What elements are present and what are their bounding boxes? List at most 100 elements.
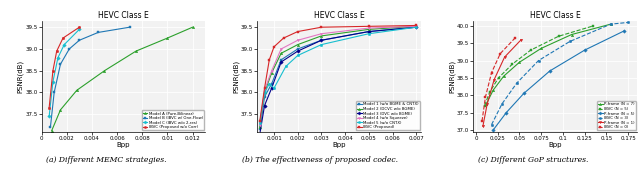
IBVC (Proposed w/o Corr): [76, 26, 83, 28]
Model 1 (w/o BGME & CNTX): [412, 26, 420, 28]
IBVC (N = 3): [624, 21, 632, 24]
IBVC (N = 3): [498, 103, 506, 105]
Model 5 (w/o CNTX): [294, 54, 301, 57]
X-axis label: Bpp: Bpp: [548, 142, 562, 148]
Model 3 (DVC w/o BGME): [277, 61, 285, 63]
Model 1 (w/o BGME & CNTX): [268, 83, 275, 85]
Line: IBVC (Proposed w/o Corr): IBVC (Proposed w/o Corr): [48, 26, 81, 109]
IBVC (N = 3): [607, 23, 614, 25]
Line: P-frame (N = 7): P-frame (N = 7): [485, 23, 612, 105]
Text: (a) Different MEMC strategies.: (a) Different MEMC strategies.: [47, 156, 167, 164]
Title: HEVC Class E: HEVC Class E: [530, 11, 580, 20]
Legend: Model 1 (w/o BGME & CNTX), Model 2 (DCVC w/o BGME), Model 3 (DVC w/o BGME), Mode: Model 1 (w/o BGME & CNTX), Model 2 (DCVC…: [356, 101, 420, 130]
IBVC (N = 5): [481, 105, 488, 107]
Model 4 (w/o Squeeze): [317, 33, 325, 35]
Line: IBVC (N = 5): IBVC (N = 5): [483, 25, 595, 107]
Legend: Model A (Pure-Bilinear), Model B (IBVC w/ One-Flow), Model C (IBVC w/o 2-res), I: Model A (Pure-Bilinear), Model B (IBVC w…: [141, 110, 204, 130]
Model 5 (w/o CNTX): [317, 43, 325, 46]
IBVC (Proposed): [270, 46, 278, 48]
Line: IBVC (N = 0): IBVC (N = 0): [481, 37, 516, 122]
Model 3 (DVC w/o BGME): [412, 26, 420, 28]
IBVC (Proposed): [266, 59, 273, 61]
Model 4 (w/o Squeeze): [268, 70, 275, 72]
Model 3 (DVC w/o BGME): [294, 50, 301, 52]
Model 2 (DCVC w/o BGME): [365, 28, 372, 30]
Model A (Pure-Bilinear): [100, 70, 108, 72]
Line: Model 2 (DCVC w/o BGME): Model 2 (DCVC w/o BGME): [259, 25, 417, 129]
Model 1 (w/o BGME & CNTX): [256, 128, 264, 130]
Model B (IBVC w/ One-Flow): [47, 126, 54, 128]
Line: IBVC (N = 3): IBVC (N = 3): [490, 21, 629, 126]
Model B (IBVC w/ One-Flow): [76, 39, 83, 41]
Model 3 (DVC w/o BGME): [256, 133, 264, 135]
Model 5 (w/o CNTX): [365, 33, 372, 35]
Model B (IBVC w/ One-Flow): [56, 63, 64, 65]
Model B (IBVC w/ One-Flow): [94, 31, 102, 33]
IBVC (N = 5): [589, 25, 597, 27]
Model A (Pure-Bilinear): [73, 89, 81, 91]
Model 1 (w/o BGME & CNTX): [294, 48, 301, 50]
Model 1 (w/o BGME & CNTX): [317, 39, 325, 41]
IBVC (Proposed): [294, 30, 301, 33]
P-frame (N = 1): [517, 39, 525, 41]
X-axis label: Bpp: Bpp: [332, 142, 346, 148]
Model C (IBVC w/o 2-res): [45, 115, 53, 118]
IBVC (N = 5): [486, 91, 493, 93]
Y-axis label: PSNR(dB): PSNR(dB): [449, 60, 456, 93]
IBVC (N = 5): [527, 49, 534, 51]
Model B (IBVC w/ One-Flow): [51, 91, 58, 94]
X-axis label: Bpp: Bpp: [116, 142, 130, 148]
P-frame (N = 1): [479, 125, 486, 127]
IBVC (N = 0): [478, 120, 486, 122]
IBVC (N = 3): [513, 82, 520, 84]
Title: HEVC Class E: HEVC Class E: [98, 11, 148, 20]
P-frame (N = 7): [490, 89, 497, 91]
Line: P-frame (N = 5): P-frame (N = 5): [492, 30, 625, 131]
Model B (IBVC w/ One-Flow): [126, 26, 134, 28]
Model 2 (DCVC w/o BGME): [317, 35, 325, 37]
Legend: P-frame (N = 7), IBVC (N = 5), P-frame (N = 5), IBVC (N = 3), P-frame (N = 1), I: P-frame (N = 7), IBVC (N = 5), P-frame (…: [597, 101, 636, 130]
P-frame (N = 1): [490, 78, 498, 81]
Model 4 (w/o Squeeze): [294, 39, 301, 41]
P-frame (N = 7): [607, 23, 614, 25]
P-frame (N = 1): [483, 103, 491, 105]
Model 3 (DVC w/o BGME): [317, 39, 325, 41]
IBVC (N = 0): [497, 52, 504, 55]
Model 5 (w/o CNTX): [260, 91, 268, 94]
P-frame (N = 1): [500, 56, 508, 58]
IBVC (N = 5): [495, 77, 502, 79]
IBVC (N = 5): [509, 63, 516, 65]
Text: (c) Different GoP structures.: (c) Different GoP structures.: [478, 156, 589, 164]
IBVC (N = 5): [555, 35, 563, 37]
Model 2 (DCVC w/o BGME): [268, 72, 275, 74]
Model 1 (w/o BGME & CNTX): [260, 96, 268, 98]
Model A (Pure-Bilinear): [56, 109, 64, 111]
P-frame (N = 5): [546, 70, 554, 72]
IBVC (N = 0): [482, 96, 490, 98]
Line: Model A (Pure-Bilinear): Model A (Pure-Bilinear): [51, 26, 194, 132]
IBVC (Proposed): [256, 120, 264, 122]
Model A (Pure-Bilinear): [132, 50, 140, 52]
P-frame (N = 5): [502, 111, 510, 114]
IBVC (Proposed w/o Corr): [59, 37, 67, 39]
P-frame (N = 5): [580, 49, 588, 51]
Model A (Pure-Bilinear): [164, 37, 172, 39]
Title: HEVC Class E: HEVC Class E: [314, 11, 365, 20]
Model 3 (DVC w/o BGME): [365, 30, 372, 33]
Line: P-frame (N = 1): P-frame (N = 1): [482, 39, 522, 128]
P-frame (N = 7): [500, 75, 508, 77]
Model A (Pure-Bilinear): [48, 130, 56, 132]
Model 3 (DVC w/o BGME): [268, 87, 275, 89]
P-frame (N = 5): [520, 92, 527, 95]
Line: Model 4 (w/o Squeeze): Model 4 (w/o Squeeze): [259, 25, 417, 126]
Line: Model 3 (DVC w/o BGME): Model 3 (DVC w/o BGME): [259, 26, 417, 135]
P-frame (N = 7): [516, 61, 524, 63]
Model 5 (w/o CNTX): [412, 26, 420, 28]
Model B (IBVC w/ One-Flow): [65, 48, 73, 50]
Model A (Pure-Bilinear): [189, 26, 196, 28]
Model 1 (w/o BGME & CNTX): [365, 30, 372, 33]
Line: Model 5 (w/o CNTX): Model 5 (w/o CNTX): [259, 26, 417, 124]
Model C (IBVC w/o 2-res): [76, 28, 83, 30]
IBVC (Proposed): [280, 37, 287, 39]
Model 1 (w/o BGME & CNTX): [277, 59, 285, 61]
